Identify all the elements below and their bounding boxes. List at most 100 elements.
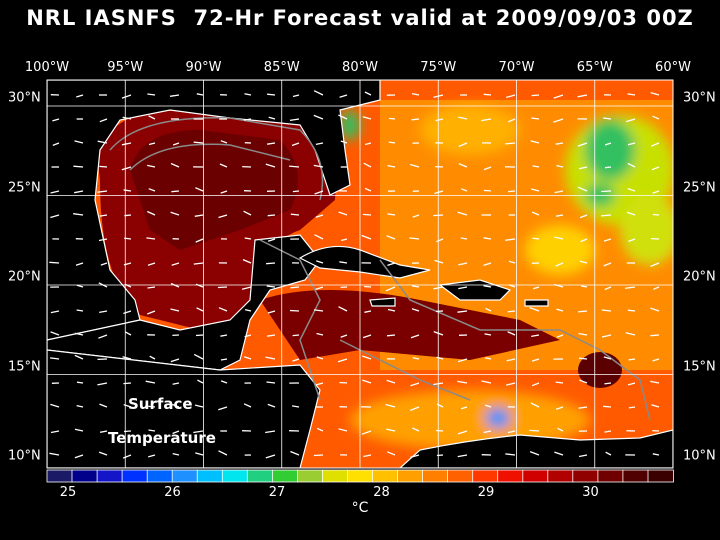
colorbar-swatch bbox=[447, 469, 474, 483]
vector-arrow bbox=[577, 94, 588, 98]
vector-arrow bbox=[388, 117, 396, 120]
vector-arrow bbox=[652, 213, 660, 216]
vector-arrow bbox=[603, 262, 612, 267]
vector-arrow bbox=[266, 262, 276, 265]
vector-arrow bbox=[170, 211, 180, 216]
vector-arrow bbox=[362, 213, 372, 216]
vector-arrow bbox=[148, 405, 156, 408]
vector-arrow bbox=[410, 382, 420, 387]
vector-arrow bbox=[433, 94, 444, 99]
vector-arrow bbox=[628, 358, 636, 361]
colorbar-swatch bbox=[171, 469, 199, 483]
vector-arrow bbox=[412, 357, 420, 360]
surface-current-vectors bbox=[49, 90, 660, 459]
vector-arrow bbox=[410, 406, 420, 412]
vector-arrow bbox=[410, 454, 420, 459]
vector-arrow bbox=[436, 429, 444, 432]
vector-arrow bbox=[412, 427, 420, 432]
vector-arrow bbox=[433, 382, 444, 386]
vector-arrow bbox=[652, 115, 660, 120]
vector-arrow bbox=[265, 356, 276, 360]
vector-arrow bbox=[292, 94, 300, 98]
vector-arrow bbox=[508, 260, 516, 264]
warm-core bbox=[578, 352, 622, 388]
vector-arrow bbox=[243, 118, 252, 121]
vector-arrow bbox=[122, 116, 132, 120]
vector-arrow bbox=[50, 430, 60, 434]
vector-arrow bbox=[49, 261, 60, 264]
lat-lon-grid bbox=[47, 80, 673, 468]
vector-arrow bbox=[340, 334, 348, 338]
vector-arrow bbox=[483, 166, 492, 171]
vector-arrow bbox=[554, 236, 564, 240]
vector-arrow bbox=[338, 114, 348, 120]
vector-arrow bbox=[627, 309, 636, 312]
vector-arrow bbox=[315, 142, 324, 146]
vector-arrow bbox=[411, 285, 420, 288]
vector-arrow bbox=[483, 93, 492, 96]
latitude-label-right: 10°N bbox=[683, 448, 716, 464]
vector-arrow bbox=[651, 166, 660, 171]
vector-arrow bbox=[604, 286, 612, 291]
vector-arrow bbox=[434, 259, 444, 264]
vector-arrow bbox=[220, 358, 228, 361]
vector-arrow bbox=[124, 283, 132, 288]
vector-arrow bbox=[457, 430, 468, 435]
vector-arrow bbox=[531, 94, 540, 97]
latitude-label-right: 15°N bbox=[683, 359, 716, 374]
vector-arrow bbox=[170, 308, 180, 312]
vector-arrow bbox=[123, 310, 132, 315]
vector-arrow bbox=[578, 406, 588, 409]
vector-arrow bbox=[529, 429, 540, 432]
vector-arrow bbox=[172, 142, 180, 146]
vector-arrow bbox=[363, 162, 372, 168]
vector-arrow bbox=[52, 142, 60, 147]
vector-arrow bbox=[652, 453, 660, 456]
vector-arrow bbox=[531, 358, 540, 362]
vector-arrow bbox=[578, 310, 588, 313]
vector-arrow bbox=[147, 164, 156, 168]
vector-arrow bbox=[580, 238, 588, 243]
vector-arrow bbox=[338, 428, 348, 432]
vector-arrow bbox=[313, 309, 324, 312]
vector-arrow bbox=[461, 188, 468, 192]
vector-arrow bbox=[123, 403, 132, 408]
colorbar-swatch bbox=[597, 469, 624, 483]
vector-arrow bbox=[170, 162, 180, 168]
vector-arrow bbox=[435, 118, 444, 122]
vector-arrow bbox=[123, 430, 132, 433]
vector-arrow bbox=[171, 190, 180, 193]
vector-arrow bbox=[98, 334, 108, 339]
vector-arrow bbox=[289, 309, 300, 312]
vector-arrow bbox=[484, 404, 492, 408]
vector-arrow bbox=[50, 357, 60, 360]
vector-arrow bbox=[650, 307, 660, 312]
vector-arrow bbox=[76, 381, 84, 384]
vector-arrow bbox=[577, 142, 588, 147]
vector-arrow bbox=[315, 214, 324, 218]
vector-arrow bbox=[436, 454, 444, 457]
vector-arrow bbox=[289, 165, 300, 168]
vector-arrow bbox=[603, 238, 612, 242]
vector-arrow bbox=[76, 284, 84, 288]
vector-arrow bbox=[605, 451, 612, 456]
vector-arrow bbox=[484, 357, 492, 360]
vector-arrow bbox=[652, 358, 660, 362]
vector-arrow bbox=[74, 190, 84, 194]
vector-arrow bbox=[98, 282, 108, 288]
vector-arrow bbox=[97, 190, 108, 193]
vector-arrow bbox=[387, 213, 396, 216]
vector-arrow bbox=[457, 380, 468, 384]
vector-arrow bbox=[506, 382, 516, 386]
vector-arrow bbox=[362, 334, 372, 339]
vector-arrow bbox=[481, 118, 492, 122]
vector-arrow bbox=[507, 118, 516, 123]
vector-arrow bbox=[98, 238, 108, 242]
vector-arrow bbox=[458, 262, 468, 266]
vector-arrow bbox=[244, 93, 252, 96]
vector-arrow bbox=[147, 310, 156, 315]
vector-arrow bbox=[73, 165, 84, 168]
vector-arrow bbox=[436, 356, 444, 360]
vector-arrow bbox=[74, 454, 84, 459]
vector-arrow bbox=[52, 118, 60, 122]
